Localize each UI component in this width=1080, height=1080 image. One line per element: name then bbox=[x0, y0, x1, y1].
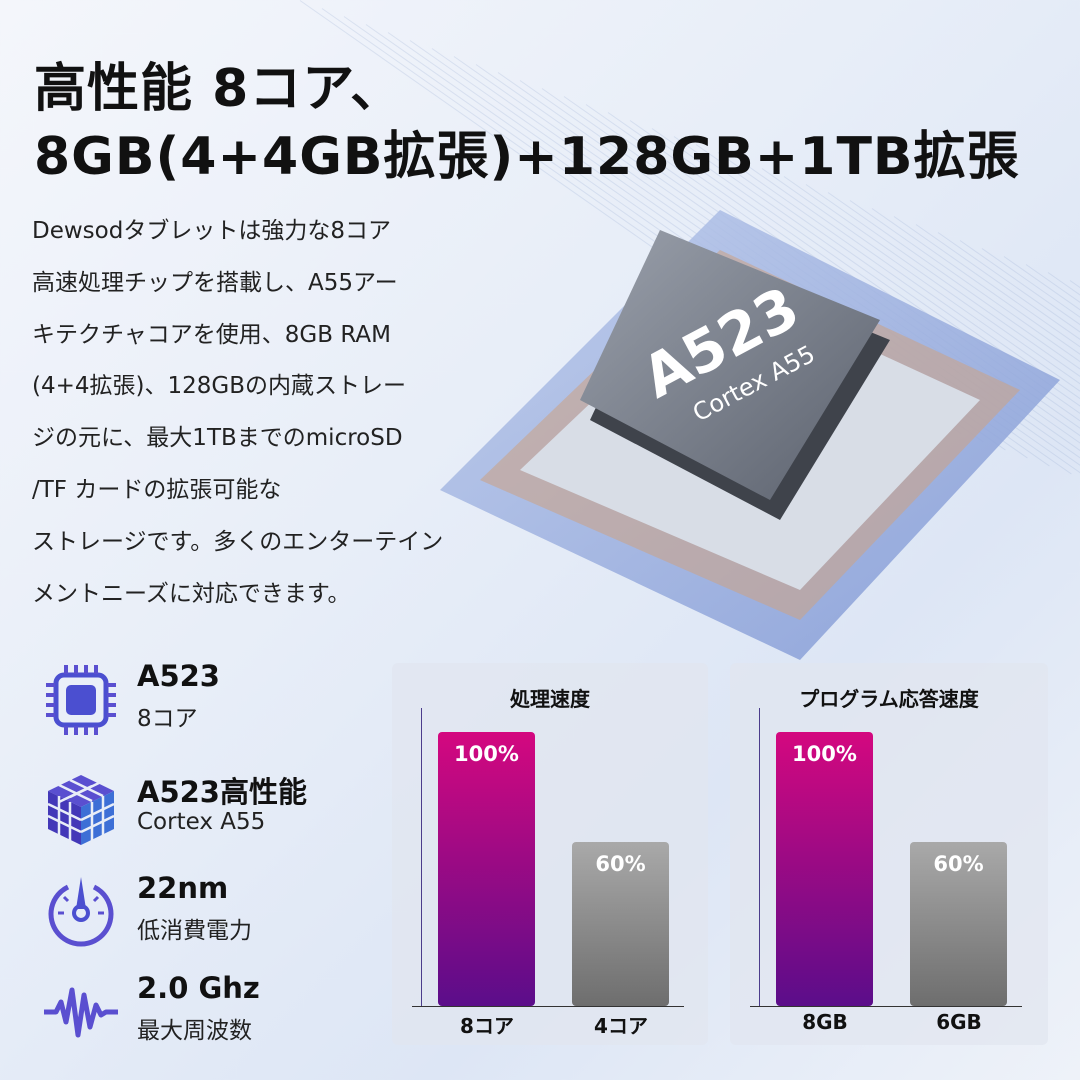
description-line: /TF カードの拡張可能な bbox=[32, 476, 282, 503]
description-line: (4+4拡張)、128GBの内蔵ストレー bbox=[32, 373, 406, 400]
feature-item: 2.0 Ghz 最大周波数 bbox=[44, 971, 364, 1055]
chart-title: プログラム応答速度 bbox=[799, 687, 979, 711]
headline-line1: 高性能 8コア、 bbox=[34, 59, 404, 119]
feature-title: 2.0 Ghz bbox=[137, 971, 260, 1005]
category-label: 8GB bbox=[802, 1010, 848, 1034]
feature-title: 22nm bbox=[137, 871, 229, 905]
feature-subtitle: Cortex A55 bbox=[137, 809, 266, 835]
description-line: Dewsodタブレットは強力な8コア bbox=[32, 218, 391, 244]
bar-8GB: 100% bbox=[776, 732, 873, 1006]
bar-value-label: 60% bbox=[933, 851, 984, 876]
category-label: 6GB bbox=[936, 1010, 982, 1034]
bar-value-label: 100% bbox=[454, 742, 519, 766]
headline-line2: 8GB(4+4GB拡張)+128GB+1TB拡張 bbox=[34, 127, 1020, 187]
bar-4コア: 60% bbox=[572, 841, 669, 1006]
chip-illustration: A523 Cortex A55 bbox=[420, 190, 1080, 680]
feature-subtitle: 最大周波数 bbox=[137, 1018, 252, 1044]
description-line: ジの元に、最大1TBまでのmicroSD bbox=[32, 425, 403, 452]
cpu-chip-icon bbox=[46, 665, 116, 735]
bar-value-label: 60% bbox=[595, 851, 646, 876]
description: Dewsodタブレットは強力な8コア 高速処理チップを搭載し、A55アー キテク… bbox=[32, 206, 502, 620]
bar-6GB: 60% bbox=[910, 841, 1007, 1006]
chart-processing-speed: 処理速度 100% 8コア 60% 4コア bbox=[392, 663, 708, 1045]
chart-response-speed: プログラム応答速度 100% 8GB 60% 6GB bbox=[730, 663, 1048, 1045]
description-line: キテクチャコアを使用、8GB RAM bbox=[32, 321, 391, 348]
bar-value-label: 100% bbox=[792, 742, 857, 766]
category-label: 8コア bbox=[460, 1014, 514, 1038]
waveform-icon bbox=[44, 987, 118, 1038]
y-axis bbox=[759, 708, 760, 1006]
chart-title: 処理速度 bbox=[510, 687, 590, 711]
gauge-icon bbox=[48, 877, 114, 947]
x-axis bbox=[750, 1006, 1022, 1007]
feature-item: A523 8コア bbox=[44, 659, 364, 743]
feature-title: A523高性能 bbox=[137, 775, 307, 809]
bar-8コア: 100% bbox=[438, 732, 535, 1006]
category-label: 4コア bbox=[594, 1014, 648, 1038]
cube-icon bbox=[47, 775, 115, 846]
description-line: メントニーズに対応できます。 bbox=[32, 580, 351, 607]
feature-item: 22nm 低消費電力 bbox=[44, 871, 364, 955]
feature-title: A523 bbox=[137, 659, 220, 693]
description-line: ストレージです。多くのエンターテイン bbox=[32, 528, 444, 555]
y-axis bbox=[421, 708, 422, 1006]
x-axis bbox=[412, 1006, 684, 1007]
feature-subtitle: 低消費電力 bbox=[137, 918, 252, 944]
feature-item: A523高性能 Cortex A55 bbox=[44, 773, 364, 853]
description-line: 高速処理チップを搭載し、A55アー bbox=[32, 269, 398, 296]
feature-subtitle: 8コア bbox=[137, 706, 198, 732]
